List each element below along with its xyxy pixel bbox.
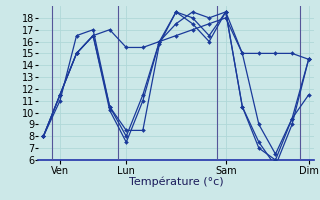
X-axis label: Température (°c): Température (°c) (129, 177, 223, 187)
